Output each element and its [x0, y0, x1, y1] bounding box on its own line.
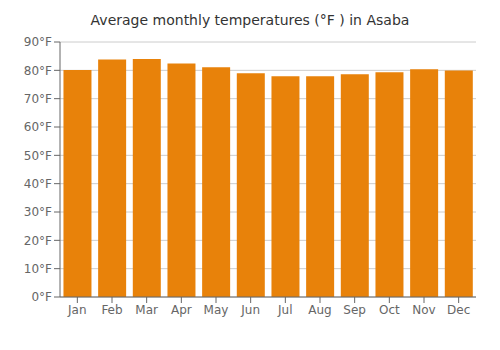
svg-text:Aug: Aug — [308, 303, 331, 317]
svg-text:Mar: Mar — [135, 303, 158, 317]
svg-text:70°F: 70°F — [24, 92, 52, 106]
svg-text:90°F: 90°F — [24, 35, 52, 49]
svg-text:Nov: Nov — [412, 303, 435, 317]
svg-text:Jul: Jul — [277, 303, 292, 317]
svg-text:30°F: 30°F — [24, 205, 52, 219]
svg-text:50°F: 50°F — [24, 149, 52, 163]
svg-text:40°F: 40°F — [24, 177, 52, 191]
svg-text:Oct: Oct — [379, 303, 400, 317]
svg-text:Feb: Feb — [101, 303, 122, 317]
html-text:Average monthly temperatures (: Average monthly temperatures (°F ) in As… — [90, 12, 410, 28]
svg-text:Jun: Jun — [240, 303, 260, 317]
svg-text:60°F: 60°F — [24, 120, 52, 134]
svg-text:10°F: 10°F — [24, 262, 52, 276]
svg-text:Sep: Sep — [343, 303, 366, 317]
svg-text:20°F: 20°F — [24, 234, 52, 248]
svg-text:0°F: 0°F — [31, 290, 52, 304]
svg-text:80°F: 80°F — [24, 64, 52, 78]
svg-text:Dec: Dec — [447, 303, 470, 317]
svg-text:May: May — [204, 303, 229, 317]
svg-text:Apr: Apr — [171, 303, 192, 317]
svg-text:Jan: Jan — [67, 303, 87, 317]
